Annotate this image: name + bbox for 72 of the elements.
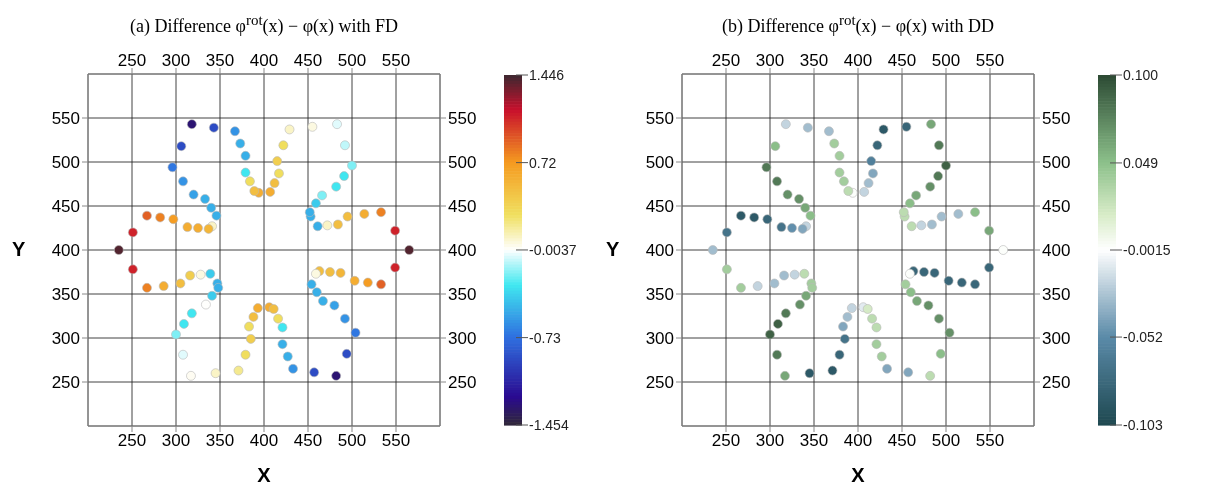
y-tick-label: 350 (51, 285, 80, 305)
x2-tick-label: 250 (117, 431, 147, 451)
x2-tick-label: 350 (205, 431, 235, 451)
y2-tick-label: 500 (448, 153, 477, 173)
color-bar-label: -0.0015 (1123, 242, 1171, 258)
y-tick-label: 400 (51, 241, 80, 261)
color-bar-label: -0.103 (1123, 417, 1163, 433)
y2-tick-label: 350 (448, 285, 477, 305)
chart-title: (b) Difference φ$^{rot}$(x) − φ(x) with DD (720, 12, 996, 37)
y2-tick-label: 550 (448, 109, 477, 129)
y2-tick-label: 300 (1042, 329, 1071, 349)
x-axis-title: X (850, 464, 866, 487)
x2-tick-label: 250 (711, 431, 741, 451)
x2-tick-label: 300 (161, 431, 191, 451)
x2-tick-label: 550 (975, 431, 1005, 451)
y-tick-label: 300 (51, 329, 80, 349)
color-bar-label: 1.446 (529, 67, 565, 83)
x-tick-label: 300 (161, 51, 191, 70)
x-tick-label: 550 (381, 51, 411, 70)
x-tick-label: 550 (975, 51, 1005, 70)
color-bar-label: -1.454 (529, 417, 569, 433)
y2-tick-label: 250 (1042, 373, 1071, 393)
x-tick-label: 350 (205, 51, 235, 70)
y-axis-title: Y (12, 238, 26, 261)
y-tick-label: 250 (645, 373, 674, 393)
x-tick-label: 250 (117, 51, 147, 70)
x2-tick-label: 300 (755, 431, 785, 451)
x-axis-title: X (256, 464, 272, 487)
x2-tick-label: 350 (799, 431, 829, 451)
y-tick-label: 450 (645, 197, 674, 217)
y-axis-title: Y (606, 238, 620, 261)
color-bar-label: -0.73 (529, 329, 562, 346)
y-tick-label: 400 (645, 241, 674, 261)
color-bar-label: 0.72 (529, 154, 557, 171)
y2-tick-label: 400 (448, 241, 477, 261)
y-tick-label: 300 (645, 329, 674, 349)
color-bar-label: -0.0037 (529, 241, 577, 258)
x2-tick-label: 400 (843, 431, 873, 451)
y-tick-label: 500 (51, 153, 80, 173)
y2-tick-label: 400 (1042, 241, 1071, 261)
y-tick-label: 450 (51, 197, 80, 217)
y2-tick-label: 500 (1042, 153, 1071, 173)
x2-tick-label: 500 (931, 431, 961, 451)
color-bar-label: -0.052 (1123, 329, 1163, 346)
y-tick-label: 550 (51, 109, 80, 129)
x2-tick-label: 400 (249, 431, 279, 451)
y2-tick-label: 450 (1042, 197, 1071, 217)
y2-tick-label: 550 (1042, 109, 1071, 129)
x-tick-label: 250 (711, 51, 741, 70)
x2-tick-label: 550 (381, 431, 411, 451)
x-tick-label: 500 (931, 51, 961, 70)
x2-tick-label: 450 (293, 431, 323, 451)
color-bar-label: 0.100 (1123, 67, 1159, 83)
x-tick-label: 400 (249, 51, 279, 70)
chart-title: (a) Difference φ$^{rot}$(x) − φ(x) with FD (128, 12, 400, 37)
y2-tick-label: 300 (448, 329, 477, 349)
x-tick-label: 450 (293, 51, 323, 70)
x-tick-label: 450 (887, 51, 917, 70)
y-tick-label: 250 (51, 373, 80, 393)
x-tick-label: 400 (843, 51, 873, 70)
y-tick-label: 550 (645, 109, 674, 129)
y2-tick-label: 250 (448, 373, 477, 393)
y2-tick-label: 450 (448, 197, 477, 217)
x-tick-label: 500 (337, 51, 367, 70)
y-tick-label: 350 (645, 285, 674, 305)
x-tick-label: 300 (755, 51, 785, 70)
x2-tick-label: 500 (337, 431, 367, 451)
y2-tick-label: 350 (1042, 285, 1071, 305)
x2-tick-label: 450 (887, 431, 917, 451)
y-tick-label: 500 (645, 153, 674, 173)
x-tick-label: 350 (799, 51, 829, 70)
color-bar-label: 0.049 (1123, 154, 1159, 171)
